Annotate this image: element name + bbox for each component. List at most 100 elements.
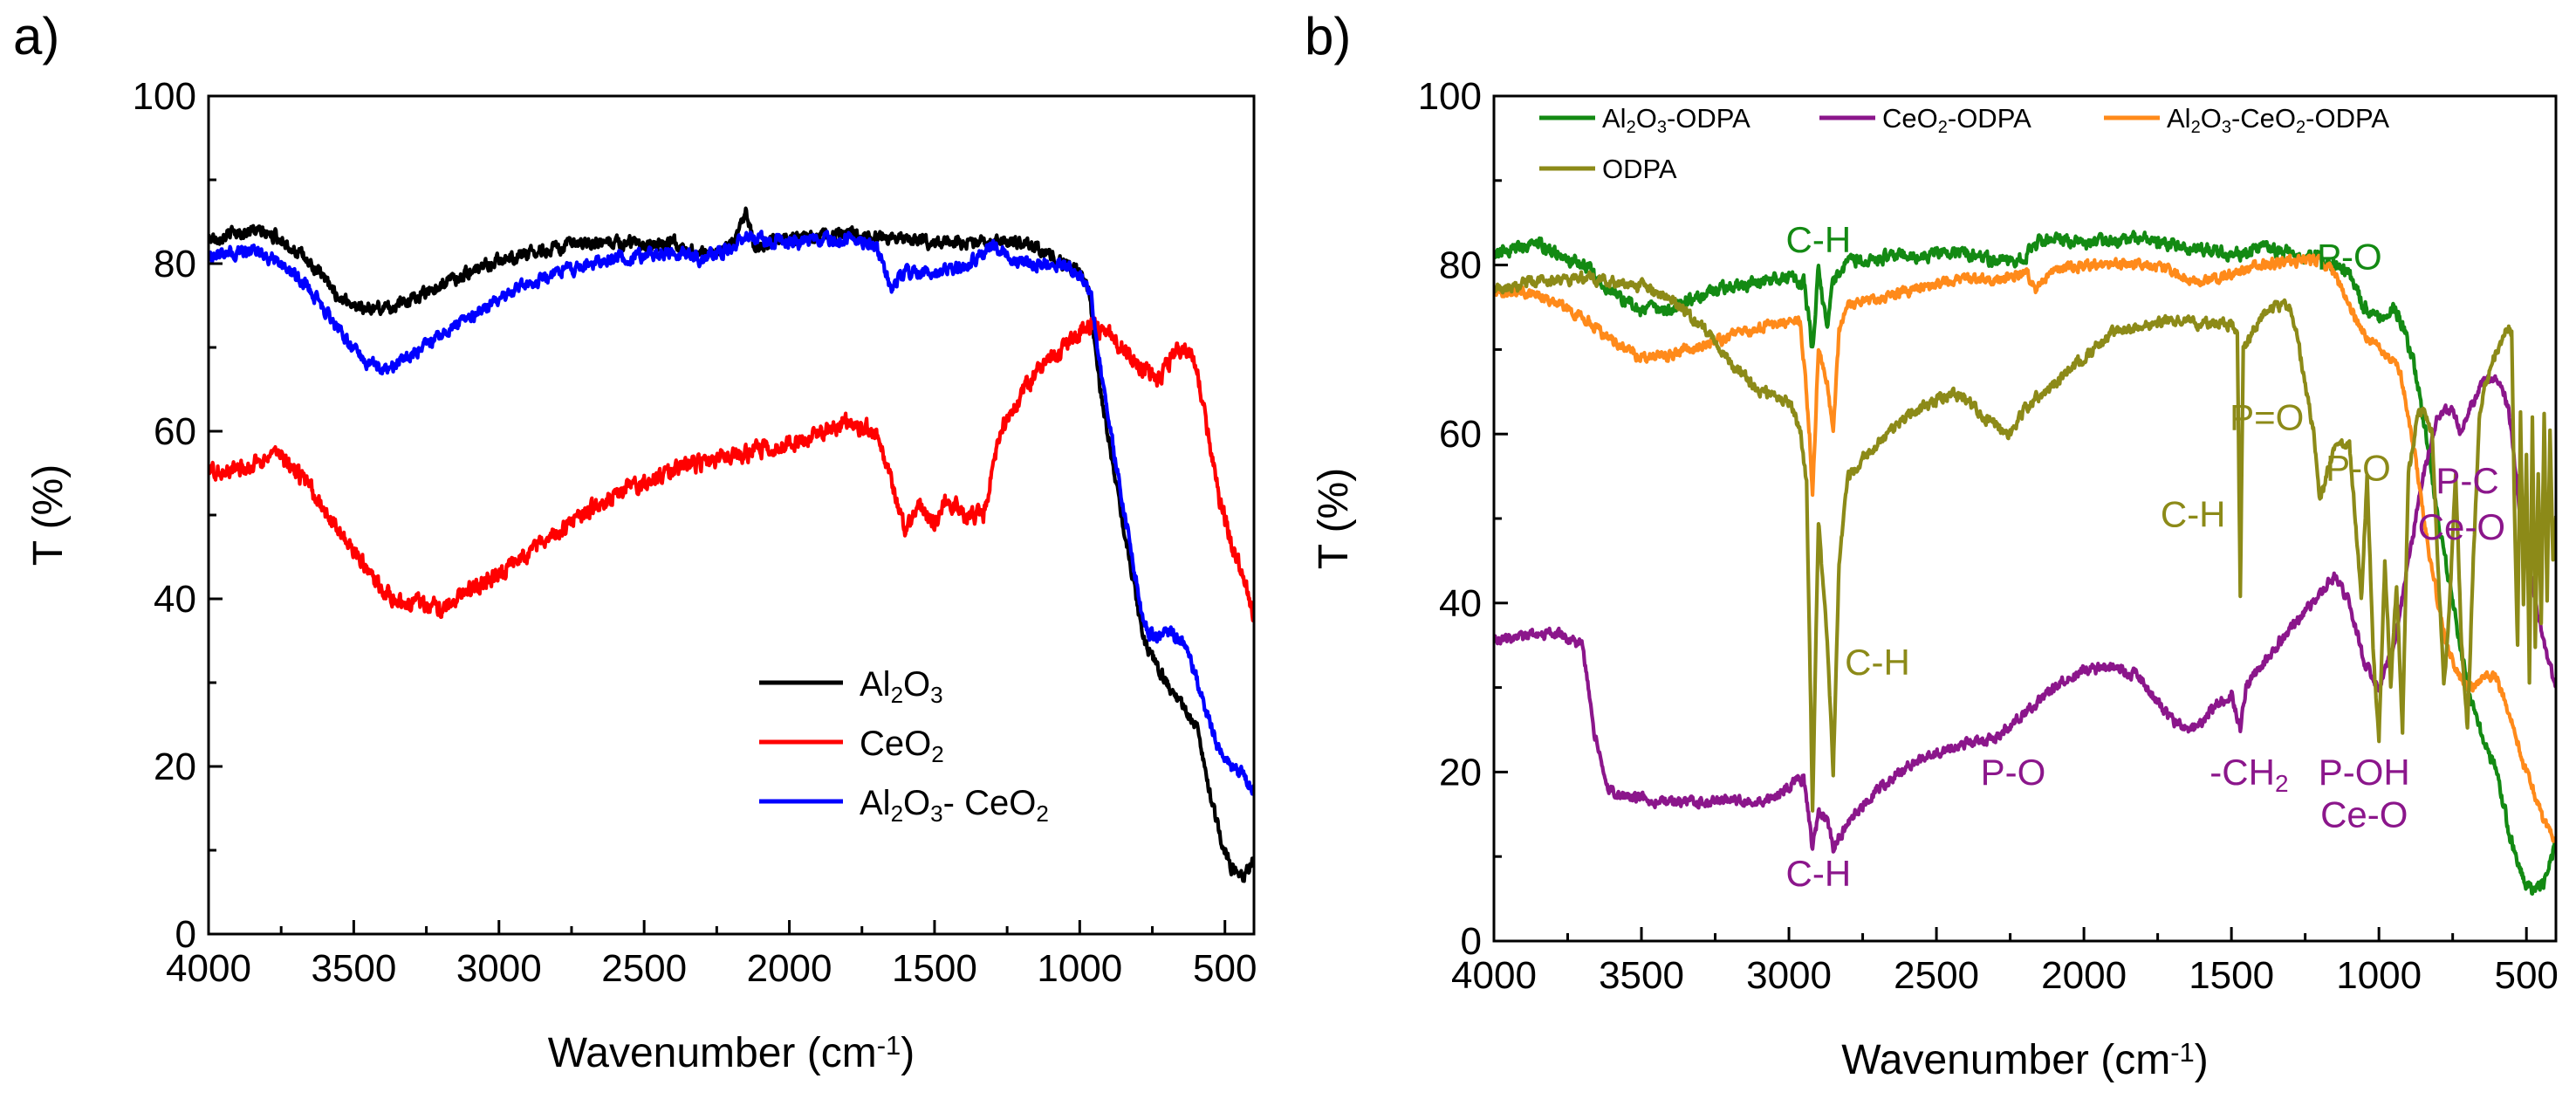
peak-annotation: C-H bbox=[2161, 494, 2226, 535]
legend-label-part: CeO bbox=[1882, 103, 1938, 134]
y-tick-label: 100 bbox=[133, 75, 196, 118]
peak-annotation: C-H bbox=[1845, 642, 1910, 683]
legend-label-part: 2 bbox=[2191, 118, 2201, 137]
x-axis-label-part: -1 bbox=[877, 1030, 901, 1061]
legend-label-part: CeO bbox=[860, 725, 931, 763]
peak-annotation: Ce-O bbox=[2418, 506, 2505, 547]
panel-a-ftir-chart: a) 4000 3500 3000 2500 2000 1500 1000 500 0 20 40 60… bbox=[13, 7, 1257, 1076]
x-axis-label-part: -1 bbox=[2170, 1037, 2195, 1068]
series-group bbox=[209, 206, 1254, 883]
legend-label-part: -CeO bbox=[2231, 103, 2296, 134]
legend-label: CeO2-ODPA bbox=[1882, 103, 2031, 137]
legend-label-part: 2 bbox=[891, 682, 903, 708]
x-tick-label: 1000 bbox=[1037, 947, 1122, 990]
legend-label-part: -ODPA bbox=[1948, 103, 2031, 134]
x-tick-label: 3500 bbox=[1599, 954, 1684, 997]
legend-label-part: O bbox=[1636, 103, 1657, 134]
legend-label-part: - CeO bbox=[943, 784, 1037, 822]
y-tick-label: 20 bbox=[1439, 751, 1482, 794]
panel-label: a) bbox=[13, 7, 59, 65]
peak-annotation-ch2-main: -CH bbox=[2209, 752, 2275, 793]
legend-label-part: 2 bbox=[931, 741, 943, 767]
peak-annotation-ch2-sub: 2 bbox=[2275, 770, 2289, 797]
legend-label: Al2O3-CeO2-ODPA bbox=[2167, 103, 2389, 137]
x-tick-label: 2500 bbox=[1894, 954, 1979, 997]
y-axis-label: T (%) bbox=[25, 464, 72, 566]
legend-label: Al2O3- CeO2 bbox=[860, 784, 1049, 827]
legend-label-part: 3 bbox=[1657, 118, 1667, 137]
x-axis-label-part: ) bbox=[901, 1030, 915, 1076]
y-tick-label: 60 bbox=[154, 410, 196, 453]
y-tick-label: 40 bbox=[1439, 582, 1482, 625]
peak-annotation: P-O bbox=[2317, 236, 2382, 277]
y-tick-label: 20 bbox=[154, 745, 196, 788]
panel-label: b) bbox=[1305, 7, 1351, 65]
legend-label-part: O bbox=[903, 665, 930, 704]
y-tick-label: 0 bbox=[1461, 920, 1482, 963]
x-tick-label: 500 bbox=[1193, 947, 1257, 990]
peak-annotation-ch2: -CH2 bbox=[2209, 752, 2288, 797]
legend-label-part: 2 bbox=[1036, 800, 1048, 827]
y-tick-label: 60 bbox=[1439, 413, 1482, 456]
peak-annotation: P=O bbox=[2230, 396, 2304, 437]
legend-label-part: Al bbox=[860, 665, 891, 704]
peak-annotation: P-O bbox=[1981, 752, 2046, 793]
legend-label-part: 2 bbox=[2296, 118, 2305, 137]
peak-annotation: C-H bbox=[1786, 219, 1852, 260]
x-tick-label: 500 bbox=[2494, 954, 2558, 997]
x-tick-label: 4000 bbox=[166, 947, 251, 990]
x-tick-label: 3500 bbox=[311, 947, 396, 990]
x-axis-label-part: Wavenumber (cm bbox=[548, 1030, 877, 1076]
y-tick-label: 80 bbox=[154, 243, 196, 285]
peak-annotation: P-C bbox=[2436, 460, 2498, 501]
series-line-0 bbox=[209, 206, 1254, 883]
legend-label-part: 2 bbox=[891, 800, 903, 827]
legend-label-part: O bbox=[903, 784, 930, 822]
series-line-3 bbox=[1494, 270, 2556, 813]
legend-label-part: 3 bbox=[930, 682, 942, 708]
legend-label-part: ODPA bbox=[1602, 154, 1677, 184]
x-tick-label: 2500 bbox=[601, 947, 687, 990]
series-group bbox=[1494, 230, 2556, 896]
peak-annotation: P-O bbox=[2326, 447, 2391, 488]
x-tick-label: 1500 bbox=[892, 947, 977, 990]
plot-frame bbox=[207, 94, 1256, 936]
x-tick-label: 4000 bbox=[1451, 954, 1537, 997]
x-axis-label: Wavenumber (cm-1) bbox=[1841, 1037, 2209, 1083]
y-tick-label: 40 bbox=[154, 578, 196, 621]
legend-label-part: 2 bbox=[1627, 118, 1636, 137]
x-tick-label: 2000 bbox=[747, 947, 832, 990]
legend-label-part: -ODPA bbox=[1667, 103, 1750, 134]
legend-label-part: Al bbox=[860, 784, 891, 822]
legend-label: CeO2 bbox=[860, 725, 944, 767]
series-line-2 bbox=[209, 230, 1254, 796]
legend-label-part: 3 bbox=[2222, 118, 2231, 137]
x-tick-label: 3000 bbox=[456, 947, 542, 990]
x-axis-label: Wavenumber (cm-1) bbox=[548, 1030, 915, 1076]
legend-label-part: 3 bbox=[930, 800, 942, 827]
x-tick-label: 1000 bbox=[2336, 954, 2422, 997]
series-line-2 bbox=[1494, 253, 2556, 843]
y-tick-label: 0 bbox=[175, 913, 196, 956]
x-tick-label: 1500 bbox=[2189, 954, 2274, 997]
series-line-0 bbox=[1494, 230, 2556, 896]
legend-label: ODPA bbox=[1602, 154, 1677, 184]
peak-annotation: P-OH bbox=[2319, 752, 2410, 793]
y-tick-label: 80 bbox=[1439, 244, 1482, 287]
legend-label: Al2O3-ODPA bbox=[1602, 103, 1750, 137]
series-line-1 bbox=[209, 316, 1254, 622]
x-tick-label: 2000 bbox=[2041, 954, 2127, 997]
peak-annotation: Ce-O bbox=[2320, 794, 2408, 835]
legend-label-part: Al bbox=[1602, 103, 1627, 134]
y-axis-label: T (%) bbox=[1311, 468, 1357, 569]
x-tick-label: 3000 bbox=[1746, 954, 1832, 997]
x-axis-label-part: ) bbox=[2195, 1037, 2209, 1083]
legend-label: Al2O3 bbox=[860, 665, 943, 708]
peak-annotation: C-H bbox=[1786, 853, 1852, 894]
y-tick-label: 100 bbox=[1418, 75, 1482, 118]
legend-label-part: Al bbox=[2167, 103, 2191, 134]
legend-label-part: -ODPA bbox=[2305, 103, 2389, 134]
panel-b-ftir-chart: b) 4000 3500 3000 2500 2000 1500 1000 500 0 20 40 60… bbox=[1305, 7, 2559, 1083]
legend-label-part: O bbox=[2201, 103, 2222, 134]
